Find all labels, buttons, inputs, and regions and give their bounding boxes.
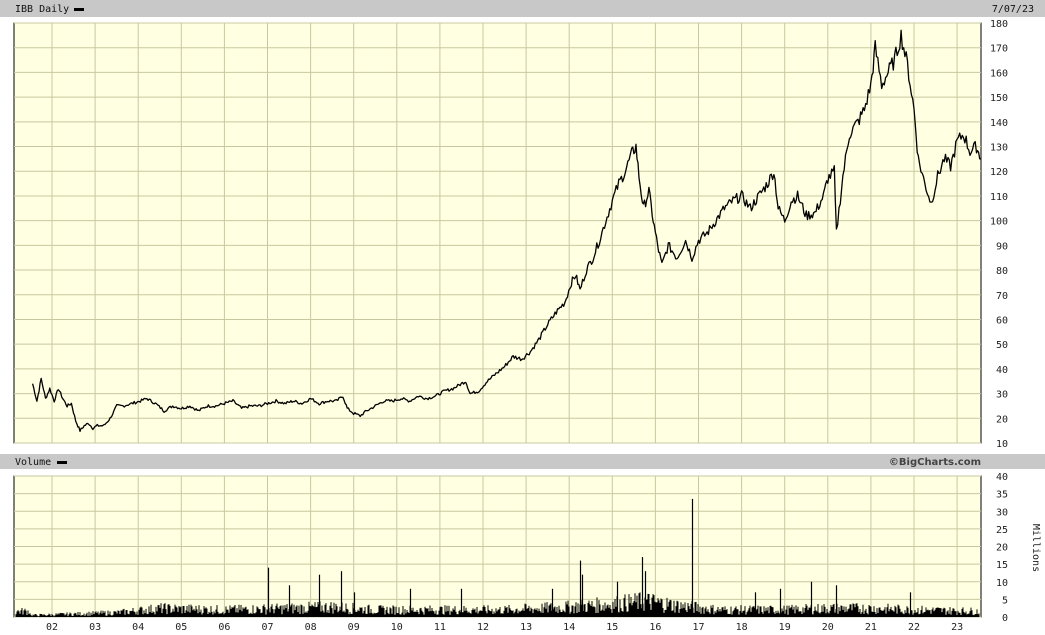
x-tick-label: 19 — [779, 622, 791, 633]
volume-y-tick-label: 0 — [1002, 613, 1008, 624]
price-grid — [14, 22, 981, 444]
x-axis: 02 03 04 05 06 07 08 09 10 11 12 13 14 15 16 17 18 19 20 21… — [46, 622, 963, 633]
price-y-tick-label: 150 — [990, 93, 1008, 104]
volume-title: Volume — [15, 457, 51, 468]
price-y-tick-label: 140 — [990, 118, 1008, 129]
price-y-tick-label: 70 — [996, 291, 1008, 302]
x-tick-label: 03 — [89, 622, 101, 633]
x-tick-label: 13 — [520, 622, 532, 633]
price-y-tick-label: 40 — [996, 365, 1008, 376]
price-legend-swatch — [74, 8, 84, 11]
chart-title: IBB Daily — [15, 4, 69, 15]
x-tick-label: 22 — [908, 622, 920, 633]
price-y-axis: 180 170 160 150 140 130 120 110 100 90 80 70 60 50 40 3… — [990, 19, 1008, 450]
x-tick-label: 18 — [736, 622, 748, 633]
x-tick-label: 16 — [649, 622, 661, 633]
volume-axis-label: Millions — [1030, 524, 1041, 572]
price-y-tick-label: 130 — [990, 143, 1008, 154]
price-y-tick-label: 30 — [996, 390, 1008, 401]
credit-text: ©BigCharts.com — [889, 457, 981, 468]
volume-y-tick-label: 40 — [996, 472, 1008, 483]
price-plot-area — [13, 22, 982, 444]
volume-legend-swatch — [57, 461, 67, 464]
x-tick-label: 07 — [261, 622, 273, 633]
x-tick-label: 21 — [865, 622, 877, 633]
price-y-tick-label: 110 — [990, 192, 1008, 203]
price-line — [31, 29, 981, 433]
volume-y-tick-label: 25 — [996, 525, 1008, 536]
x-tick-label: 23 — [951, 622, 963, 633]
volume-y-tick-label: 30 — [996, 507, 1008, 518]
x-tick-label: 11 — [434, 622, 446, 633]
volume-bars — [15, 498, 980, 617]
x-tick-label: 17 — [692, 622, 704, 633]
price-y-tick-label: 180 — [990, 19, 1008, 30]
price-y-tick-label: 50 — [996, 340, 1008, 351]
price-y-tick-label: 80 — [996, 266, 1008, 277]
price-y-tick-label: 90 — [996, 241, 1008, 252]
x-tick-label: 05 — [175, 622, 187, 633]
price-y-tick-label: 20 — [996, 414, 1008, 425]
volume-y-tick-label: 35 — [996, 490, 1008, 501]
price-y-tick-label: 170 — [990, 44, 1008, 55]
chart-date: 7/07/23 — [992, 4, 1034, 15]
volume-y-tick-label: 10 — [996, 578, 1008, 589]
x-tick-label: 04 — [132, 622, 144, 633]
x-tick-label: 12 — [477, 622, 489, 633]
x-tick-label: 10 — [391, 622, 403, 633]
x-tick-label: 20 — [822, 622, 834, 633]
volume-y-tick-label: 20 — [996, 543, 1008, 554]
x-tick-label: 14 — [563, 622, 575, 633]
price-y-tick-label: 160 — [990, 68, 1008, 79]
x-tick-label: 06 — [218, 622, 230, 633]
volume-header-bar — [0, 454, 1045, 469]
volume-y-axis: 40 35 30 25 20 15 10 5 0 — [996, 472, 1008, 624]
price-y-tick-label: 10 — [996, 439, 1008, 450]
x-tick-label: 02 — [46, 622, 58, 633]
price-y-tick-label: 60 — [996, 315, 1008, 326]
x-tick-label: 15 — [606, 622, 618, 633]
x-tick-label: 08 — [305, 622, 317, 633]
volume-y-tick-label: 5 — [1002, 595, 1008, 606]
volume-y-tick-label: 15 — [996, 560, 1008, 571]
price-y-tick-label: 100 — [990, 217, 1008, 228]
x-tick-label: 09 — [348, 622, 360, 633]
price-y-tick-label: 120 — [990, 167, 1008, 178]
price-header-bar — [0, 0, 1045, 17]
